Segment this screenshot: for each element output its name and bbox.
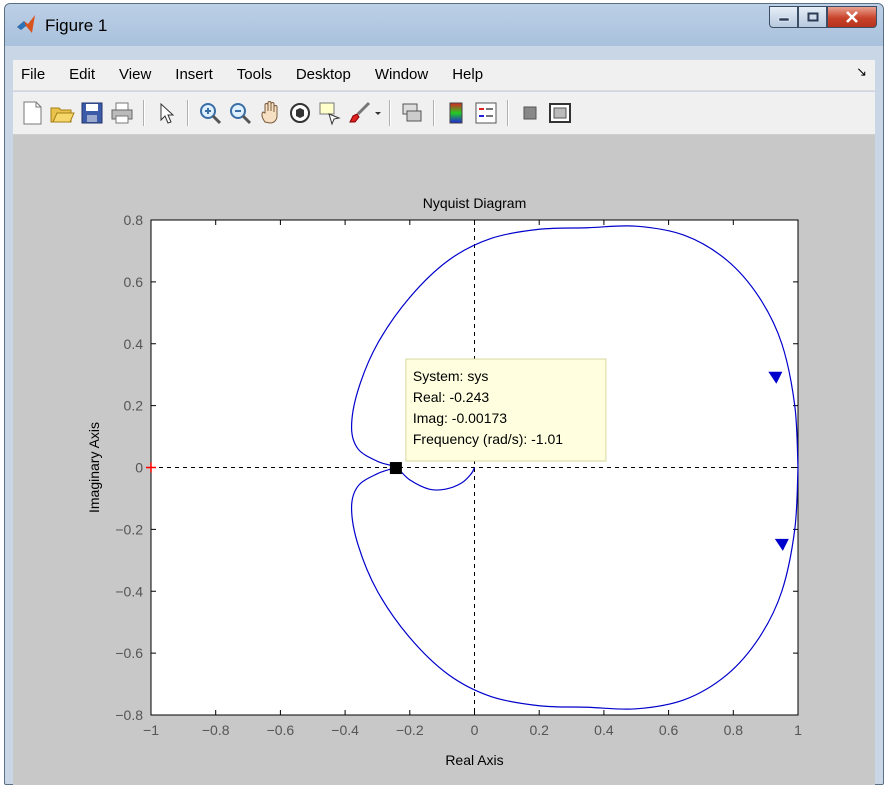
show-plot-tools-icon[interactable]	[547, 100, 573, 126]
x-axis-label: Real Axis	[445, 752, 503, 768]
menu-view[interactable]: View	[119, 66, 152, 83]
window-controls	[769, 6, 877, 30]
window-title: Figure 1	[45, 16, 108, 35]
y-tick-label: −0.4	[115, 583, 143, 599]
y-tick-label: 0.6	[124, 274, 144, 290]
x-tick-label: 0.2	[529, 722, 549, 738]
direction-arrow	[774, 538, 789, 551]
minimize-icon	[778, 17, 789, 22]
maximize-icon	[807, 12, 818, 22]
figure-window: Figure 1 File Edit View Insert Tools Des…	[4, 3, 884, 785]
y-tick-label: 0.8	[124, 212, 144, 228]
zoom-in-icon[interactable]	[197, 100, 223, 126]
close-button[interactable]	[827, 6, 877, 28]
title-bar[interactable]: Figure 1	[5, 4, 883, 46]
x-tick-label: −0.2	[396, 722, 424, 738]
menu-edit[interactable]: Edit	[69, 66, 96, 83]
maximize-button[interactable]	[798, 6, 827, 28]
new-figure-icon[interactable]	[19, 100, 45, 126]
menu-overflow-icon[interactable]: ↘	[856, 64, 867, 79]
x-tick-label: −1	[143, 722, 159, 738]
toolbar-separator	[389, 100, 391, 126]
brush-menu-icon[interactable]	[373, 100, 383, 126]
menu-window[interactable]: Window	[374, 66, 429, 83]
datatip-line: System: sys	[413, 368, 488, 384]
brush-icon[interactable]	[347, 100, 373, 126]
figure-canvas: Nyquist Diagram Real Axis Imaginary Axis −1…	[13, 135, 875, 785]
figure-toolbar	[13, 92, 875, 135]
y-tick-label: 0.4	[124, 336, 144, 352]
datatip-line: Imag: -0.00173	[413, 410, 507, 426]
x-tick-label: 0	[471, 722, 479, 738]
zoom-out-icon[interactable]	[227, 100, 253, 126]
x-tick-label: 0.8	[724, 722, 744, 738]
x-tick-label: 0.6	[659, 722, 679, 738]
minimize-button[interactable]	[769, 6, 798, 28]
toolbar-separator	[143, 100, 145, 126]
rotate-3d-icon[interactable]	[287, 100, 313, 126]
y-axis-label: Imaginary Axis	[86, 422, 102, 513]
menu-bar: File Edit View Insert Tools Desktop Wind…	[13, 60, 875, 91]
y-tick-label: 0.2	[124, 398, 144, 414]
legend-icon[interactable]	[473, 100, 499, 126]
y-tick-label: −0.8	[115, 707, 143, 723]
y-tick-label: 0	[135, 460, 143, 476]
close-icon	[846, 11, 858, 23]
datatip-line: Frequency (rad/s): -1.01	[413, 431, 563, 447]
direction-arrow	[768, 371, 783, 384]
hide-plot-tools-icon[interactable]	[517, 100, 543, 126]
critical-point-marker	[146, 462, 156, 473]
open-file-icon[interactable]	[49, 100, 75, 126]
x-tick-label: 1	[794, 722, 802, 738]
link-plot-icon[interactable]	[399, 100, 425, 126]
nyquist-plot[interactable]: Nyquist Diagram Real Axis Imaginary Axis −1…	[13, 135, 875, 785]
datatip-box	[405, 358, 607, 462]
toolbar-separator	[187, 100, 189, 126]
chart-title: Nyquist Diagram	[423, 195, 526, 211]
x-tick-label: −0.6	[267, 722, 295, 738]
menu-insert[interactable]: Insert	[175, 66, 213, 83]
x-tick-label: −0.8	[202, 722, 230, 738]
pan-hand-icon[interactable]	[257, 100, 283, 126]
save-icon[interactable]	[79, 100, 105, 126]
datatip-marker	[389, 462, 402, 475]
matlab-logo-icon	[17, 15, 35, 33]
menu-file[interactable]: File	[21, 66, 46, 83]
data-cursor-icon[interactable]	[317, 100, 343, 126]
nyquist-curve-negative-freq	[350, 466, 799, 710]
pointer-icon[interactable]	[153, 100, 179, 126]
x-tick-label: 0.4	[594, 722, 614, 738]
print-icon[interactable]	[109, 100, 135, 126]
datatip-line: Real: -0.243	[413, 389, 489, 405]
menu-desktop[interactable]: Desktop	[295, 66, 351, 83]
colorbar-icon[interactable]	[443, 100, 469, 126]
menu-help[interactable]: Help	[452, 66, 484, 83]
y-tick-label: −0.6	[115, 645, 143, 661]
nyquist-curve-positive-freq	[350, 225, 799, 491]
toolbar-separator	[433, 100, 435, 126]
y-tick-label: −0.2	[115, 521, 143, 537]
menu-tools[interactable]: Tools	[236, 66, 272, 83]
x-tick-label: −0.4	[331, 722, 359, 738]
toolbar-separator	[507, 100, 509, 126]
